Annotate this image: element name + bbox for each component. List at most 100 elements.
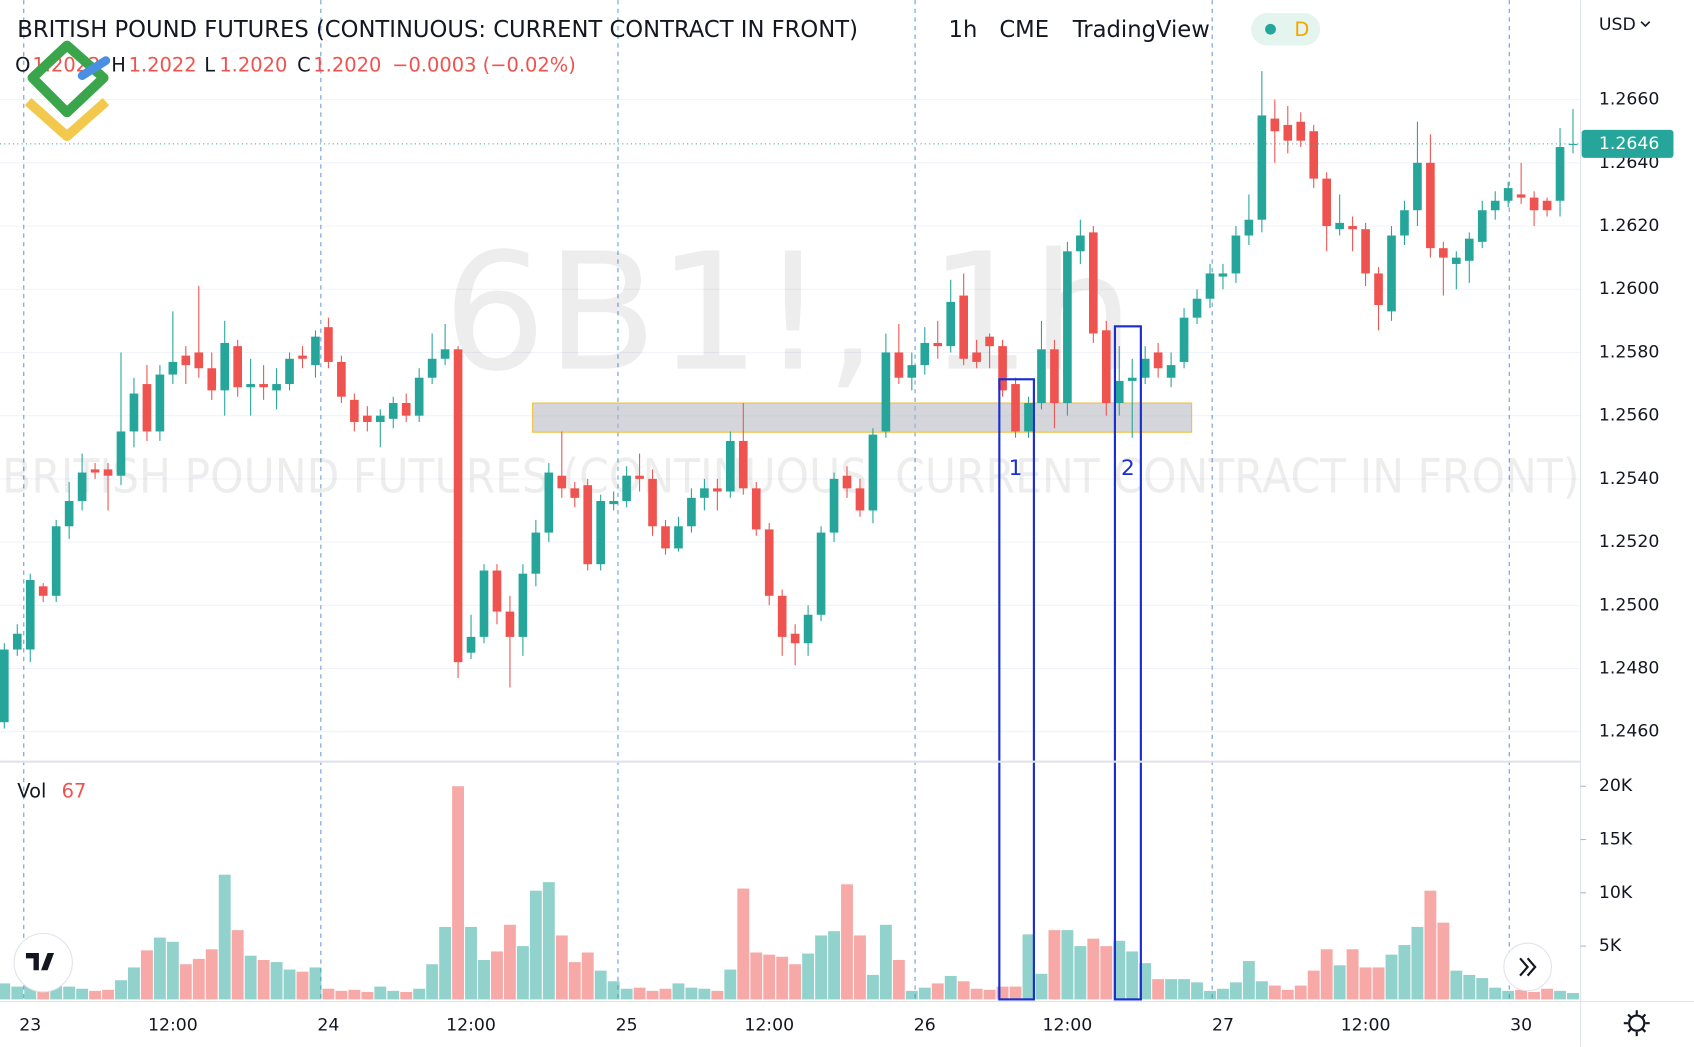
candle-body bbox=[531, 532, 541, 574]
candle-body bbox=[700, 488, 709, 498]
volume-bar bbox=[1074, 946, 1087, 1000]
volume-bar bbox=[620, 988, 633, 1000]
volume-bar bbox=[529, 890, 542, 1000]
volume-bar bbox=[1204, 990, 1216, 1000]
volume-bar bbox=[1165, 979, 1178, 1000]
ohlc-key: O bbox=[15, 53, 30, 76]
candle-body bbox=[713, 488, 722, 492]
volume-bar bbox=[1320, 949, 1333, 1000]
x-tick-label: 26 bbox=[914, 1015, 936, 1035]
volume-bar bbox=[1567, 993, 1579, 1000]
candle-body bbox=[570, 488, 580, 498]
volume-bar bbox=[413, 988, 426, 1000]
volume-bar bbox=[335, 990, 348, 1000]
volume-bar bbox=[140, 950, 153, 1000]
volume-bar bbox=[1372, 967, 1385, 1000]
candle-body bbox=[1348, 226, 1357, 230]
last-price-tag bbox=[1581, 129, 1674, 158]
volume-bar bbox=[244, 955, 257, 1000]
logo bbox=[24, 40, 111, 142]
candle-body bbox=[1555, 147, 1565, 201]
volume-bar bbox=[491, 951, 503, 1000]
candle-body bbox=[1179, 317, 1189, 362]
candle-body bbox=[1127, 377, 1137, 381]
volume-bar bbox=[1502, 990, 1515, 1000]
candle-body bbox=[1452, 257, 1461, 264]
candle-body bbox=[155, 374, 165, 432]
candle-body bbox=[1270, 118, 1280, 132]
volume-bar bbox=[892, 959, 905, 1000]
volume-bar bbox=[672, 983, 685, 1000]
market-status: D bbox=[1294, 18, 1309, 41]
x-tick-label: 12:00 bbox=[446, 1015, 496, 1035]
candle-body bbox=[985, 336, 994, 347]
annotation-box bbox=[998, 378, 1035, 1001]
candle-body bbox=[1011, 384, 1020, 432]
volume-bar bbox=[1009, 986, 1022, 1000]
candle-body bbox=[609, 500, 618, 505]
scroll-button[interactable] bbox=[1503, 942, 1552, 992]
candle-body bbox=[505, 611, 515, 637]
volume-bar bbox=[1463, 974, 1476, 1000]
volume-bar bbox=[361, 991, 374, 1000]
candle-body bbox=[764, 529, 774, 596]
brand: TradingView bbox=[1072, 17, 1210, 43]
volume-bar bbox=[1411, 926, 1424, 1000]
candle-body bbox=[129, 393, 139, 432]
volume-bar bbox=[400, 991, 413, 1000]
volume-bar bbox=[503, 924, 516, 1000]
x-tick-label: 12:00 bbox=[148, 1015, 198, 1035]
volume-bar bbox=[1307, 970, 1320, 1000]
candle-body bbox=[324, 327, 333, 362]
status-pill[interactable] bbox=[1251, 13, 1321, 46]
volume-bar bbox=[854, 935, 866, 1000]
candle-body bbox=[1024, 403, 1033, 432]
candle-body bbox=[674, 526, 683, 549]
candle-body bbox=[726, 440, 735, 492]
candle-body bbox=[1192, 298, 1202, 318]
volume-bar bbox=[841, 884, 853, 1000]
candle-body bbox=[1477, 210, 1487, 242]
volume-bar bbox=[918, 987, 931, 1000]
currency[interactable]: USD bbox=[1599, 15, 1636, 35]
tv-logo[interactable] bbox=[13, 932, 73, 993]
volume-bar bbox=[1294, 985, 1307, 1000]
volume-bar bbox=[452, 786, 465, 1000]
volume-bar bbox=[1268, 985, 1281, 1000]
volume-bar bbox=[192, 958, 205, 1000]
volume-bar bbox=[763, 954, 776, 1000]
candle-body bbox=[77, 472, 87, 501]
y-tick-label: 1.2580 bbox=[1599, 342, 1659, 362]
x-tick-label: 12:00 bbox=[1043, 1015, 1093, 1035]
candle-body bbox=[375, 415, 385, 422]
volume-bar bbox=[426, 964, 439, 1000]
annotation-label: 2 bbox=[1121, 456, 1135, 481]
volume-bar bbox=[711, 990, 724, 1000]
volume-bar bbox=[815, 935, 828, 1000]
volume-bar bbox=[63, 986, 76, 1000]
y-tick-label: 1.2480 bbox=[1599, 658, 1659, 678]
candle-body bbox=[51, 526, 61, 596]
settings-icon[interactable] bbox=[1623, 1010, 1650, 1037]
volume-bar bbox=[1424, 890, 1437, 1000]
candle-body bbox=[648, 478, 657, 527]
volume-bar bbox=[465, 926, 477, 1000]
volume-bar bbox=[996, 986, 1009, 1000]
volume-bar bbox=[1476, 978, 1489, 1000]
ohlc-key: C bbox=[297, 53, 311, 76]
volume-bar bbox=[931, 983, 944, 1000]
candle-body bbox=[1322, 178, 1331, 227]
y-tick-label: 1.2500 bbox=[1599, 595, 1659, 615]
volume-bar bbox=[685, 987, 698, 1000]
candle-body bbox=[181, 355, 191, 366]
candle-body bbox=[1490, 200, 1500, 211]
candle-body bbox=[687, 497, 696, 527]
x-tick-label: 30 bbox=[1510, 1015, 1532, 1035]
candle-body bbox=[492, 570, 502, 612]
candle-body bbox=[1439, 248, 1448, 258]
ohlc-key: H bbox=[111, 53, 126, 76]
volume-bar bbox=[1035, 973, 1048, 1000]
candle-body bbox=[1037, 349, 1046, 404]
